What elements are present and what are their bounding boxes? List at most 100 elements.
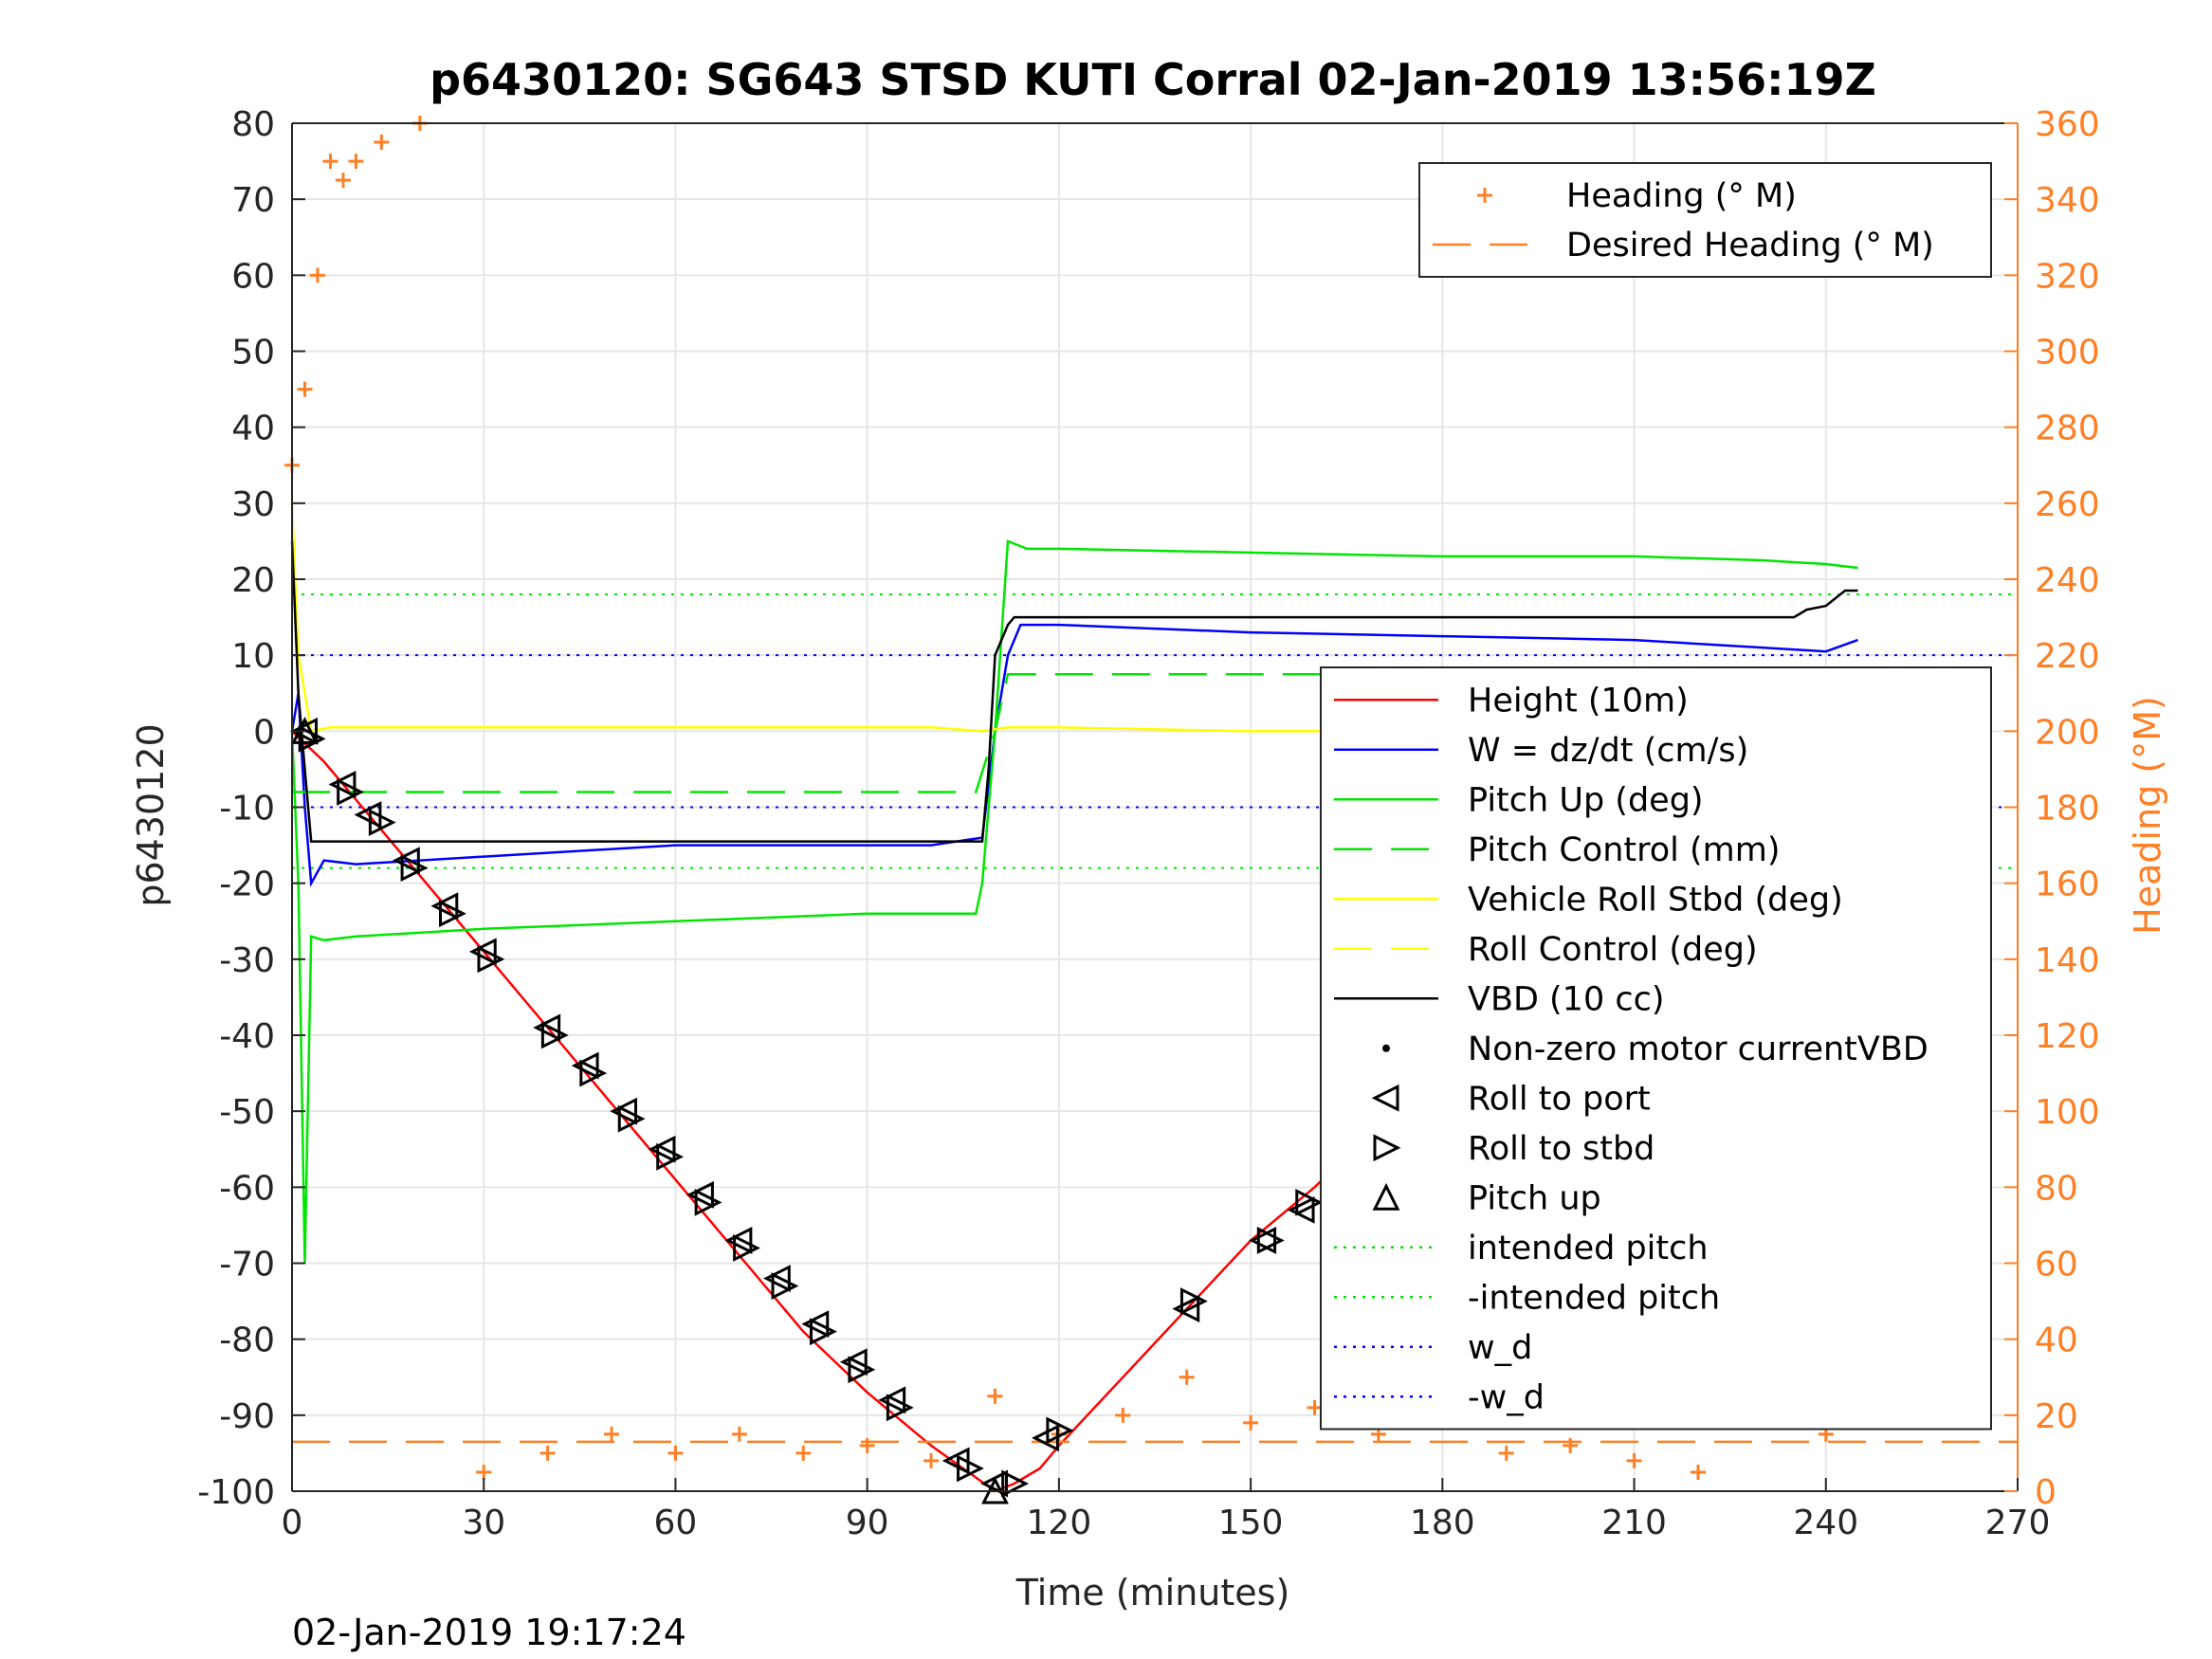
roll-to-stbd-marker	[1001, 1469, 1030, 1498]
chart-title: p6430120: SG643 STSD KUTI Corral 02-Jan-…	[430, 54, 1876, 105]
y-tick-label-right: 100	[2035, 1093, 2100, 1132]
heading-marker	[923, 1452, 940, 1468]
y-tick-label-right: 260	[2035, 485, 2100, 524]
y-tick-label-right: 280	[2035, 410, 2100, 448]
roll-to-stbd-marker	[540, 1021, 569, 1049]
roll-to-port-marker	[801, 1310, 830, 1339]
legend-swatch	[1477, 188, 1492, 203]
roll-to-port-marker	[1249, 1227, 1277, 1254]
roll-to-stbd-marker	[1256, 1227, 1285, 1254]
y-tick-label-left: -100	[197, 1473, 275, 1512]
heading-marker	[297, 381, 313, 397]
heading-marker	[335, 173, 351, 189]
y-tick-label-left: -10	[219, 790, 275, 829]
roll-to-port-marker	[610, 1097, 638, 1125]
y-tick-label-left: 20	[231, 561, 275, 600]
legend-entry-label: intended pitch	[1468, 1230, 1709, 1267]
roll-to-stbd-marker	[886, 1394, 914, 1422]
heading-marker	[731, 1426, 747, 1442]
x-tick-label: 90	[846, 1504, 889, 1542]
legend-entry-label: Roll to stbd	[1468, 1130, 1654, 1168]
heading-marker	[374, 135, 390, 151]
y-tick-label-left: -70	[219, 1246, 275, 1285]
y-tick-label-left: 60	[231, 257, 275, 296]
legend-swatch	[1371, 1084, 1399, 1112]
heading-marker	[795, 1445, 812, 1461]
y-tick-label-left: 0	[253, 713, 275, 752]
y-tick-label-left: 70	[231, 181, 275, 220]
roll-to-stbd-marker	[1295, 1188, 1324, 1216]
x-tick-label: 30	[462, 1504, 505, 1542]
legend-entry-label: Desired Heading (° M)	[1566, 227, 1934, 264]
roll-to-stbd-marker	[617, 1104, 646, 1133]
roll-to-stbd-marker	[337, 778, 365, 806]
legend-entry-label: Roll to port	[1468, 1080, 1651, 1118]
legend-box	[1418, 162, 1992, 278]
y-tick-label-right: 80	[2035, 1169, 2078, 1208]
series-line	[290, 540, 1858, 843]
y-tick-label-right: 320	[2035, 257, 2100, 296]
y-tick-label-left: -50	[219, 1093, 275, 1132]
y-tick-label-right: 180	[2035, 790, 2100, 829]
roll-to-stbd-marker	[957, 1454, 984, 1483]
roll-to-port-marker	[430, 892, 459, 921]
legend-box	[1320, 666, 1992, 1431]
x-tick-label: 210	[1601, 1504, 1667, 1542]
roll-to-port-marker	[839, 1348, 868, 1376]
x-tick-label: 240	[1793, 1504, 1858, 1542]
heading-marker	[1563, 1437, 1579, 1453]
heading-marker	[348, 154, 364, 170]
heading-marker	[1243, 1414, 1259, 1431]
heading-marker	[604, 1426, 620, 1442]
roll-to-stbd-marker	[1046, 1416, 1074, 1445]
roll-to-port-marker	[724, 1227, 753, 1254]
roll-to-stbd-marker	[477, 945, 505, 974]
legend-main: Height (10m) W = dz/dt (cm/s) Pitch Up (de…	[1320, 666, 1992, 1431]
heading-marker	[859, 1437, 875, 1453]
x-tick-label: 0	[282, 1504, 303, 1542]
heading-marker	[1179, 1369, 1195, 1385]
legend-swatch	[1382, 1044, 1390, 1052]
heading-marker	[1498, 1445, 1514, 1461]
roll-to-stbd-marker	[1179, 1287, 1208, 1316]
heading-marker	[1115, 1407, 1131, 1423]
roll-to-port-marker	[571, 1051, 599, 1080]
y-tick-label-right: 40	[2035, 1322, 2078, 1360]
y-tick-label-left: 30	[231, 485, 275, 524]
legend-entry-label: VBD (10 cc)	[1468, 980, 1665, 1018]
legend-entry-label: W = dz/dt (cm/s)	[1468, 732, 1748, 770]
roll-to-port-marker	[762, 1265, 791, 1292]
legend-entry-label: Pitch Up (deg)	[1468, 781, 1704, 819]
y-tick-label-left: -40	[219, 1017, 275, 1056]
y-tick-label-left: 40	[231, 410, 275, 448]
heading-marker	[987, 1388, 1003, 1404]
y-tick-label-right: 0	[2035, 1473, 2057, 1512]
y-tick-label-right: 240	[2035, 561, 2100, 600]
y-tick-label-right: 160	[2035, 866, 2100, 904]
y-axis-label-left: p6430120	[130, 723, 172, 906]
x-tick-label: 120	[1027, 1504, 1092, 1542]
roll-to-port-marker	[1172, 1295, 1200, 1323]
y-axis-label-right: Heading (°M)	[2127, 696, 2168, 935]
legend-heading: Heading (° M) Desired Heading (° M)	[1418, 162, 1992, 278]
y-tick-label-left: 10	[231, 637, 275, 676]
heading-marker	[476, 1464, 492, 1480]
roll-to-stbd-marker	[656, 1142, 685, 1171]
x-axis-label: Time (minutes)	[1015, 1572, 1290, 1613]
legend-entry-label: Pitch up	[1468, 1179, 1601, 1217]
y-tick-label-right: 200	[2035, 713, 2100, 752]
y-tick-label-left: -30	[219, 941, 275, 980]
event-markers	[290, 716, 1879, 1504]
legend-entry-label: w_d	[1468, 1329, 1532, 1367]
heading-marker	[309, 267, 325, 283]
roll-to-port-marker	[468, 938, 497, 966]
y-tick-label-left: -60	[219, 1169, 275, 1208]
legend-entry-label: Non-zero motor currentVBD	[1468, 1030, 1929, 1068]
y-tick-label-right: 220	[2035, 637, 2100, 676]
y-tick-label-right: 300	[2035, 334, 2100, 373]
legend-entry-label: Vehicle Roll Stbd (deg)	[1468, 881, 1843, 919]
roll-to-port-marker	[1287, 1195, 1315, 1224]
heading-marker	[322, 154, 338, 170]
legend-entry-label: Heading (° M)	[1566, 177, 1797, 215]
